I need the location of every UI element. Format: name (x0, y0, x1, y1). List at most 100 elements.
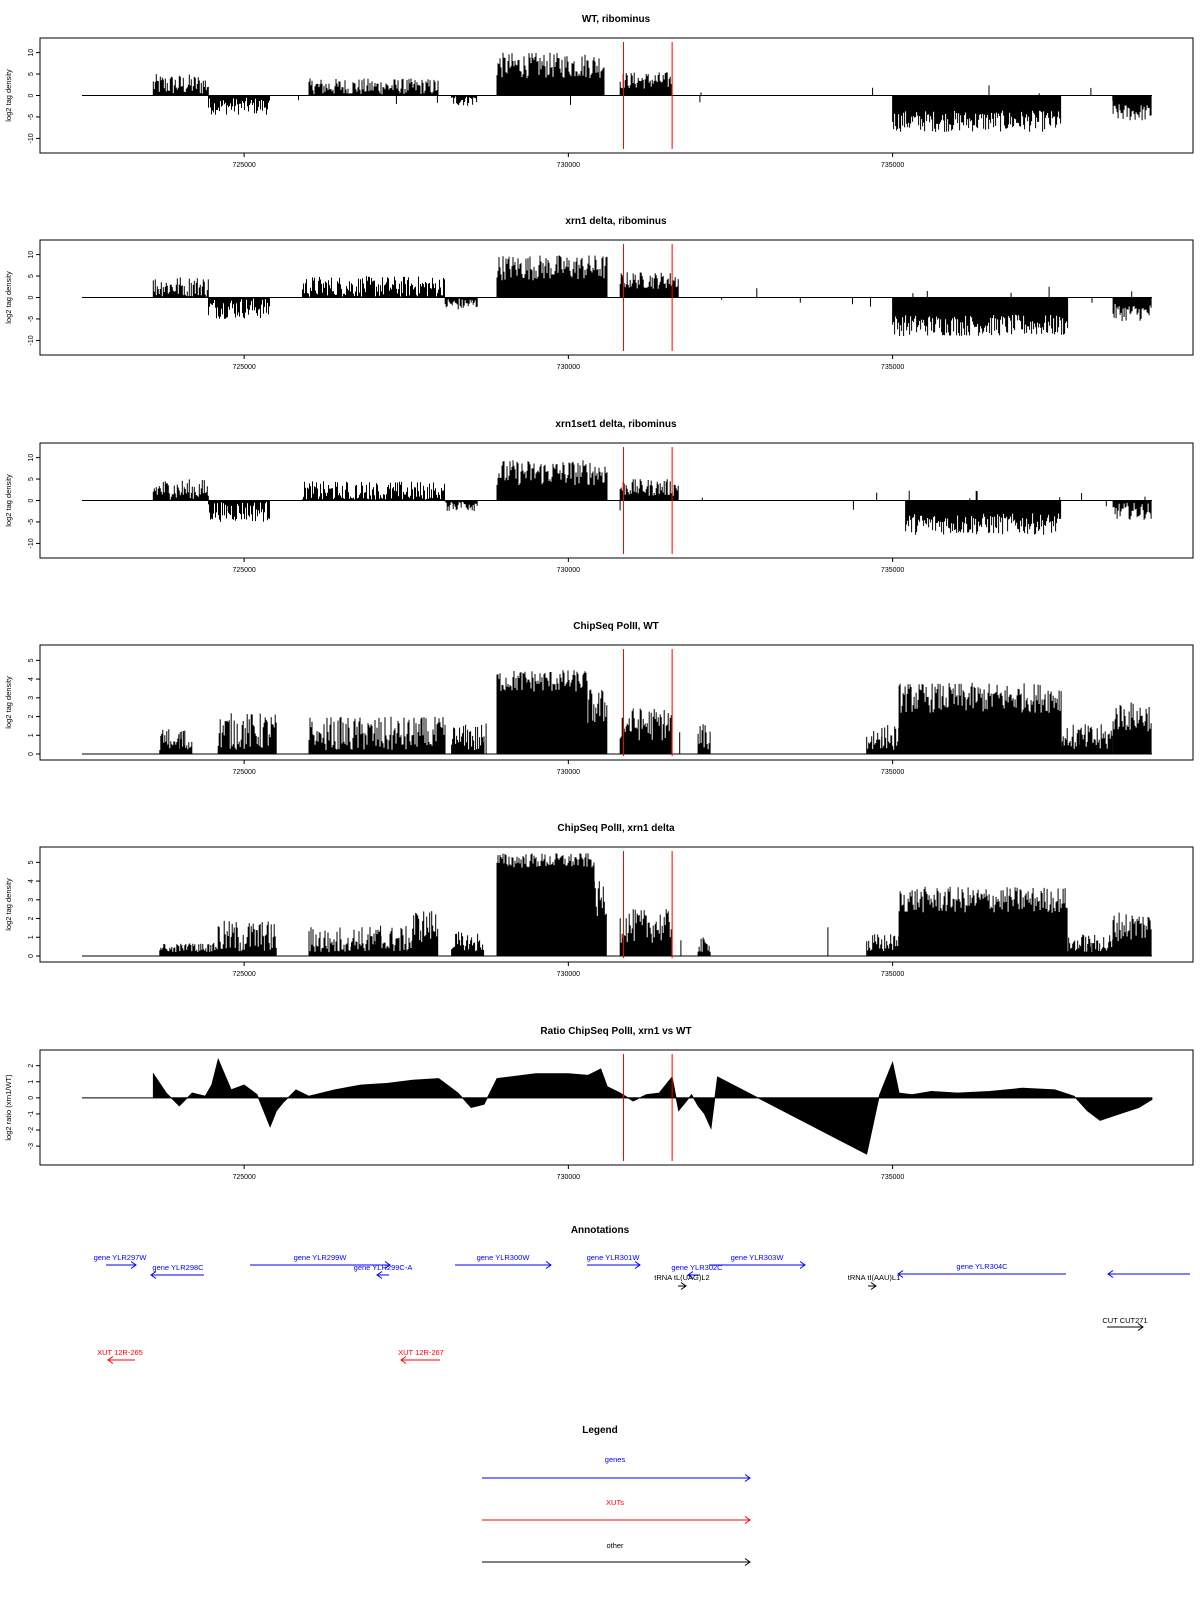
y-tick-label: 5 (28, 72, 35, 76)
ratio-area (152, 1057, 1153, 1155)
annotation-label: XUT 12R-267 (398, 1348, 444, 1357)
annotation-label: gene YLR302C (671, 1263, 723, 1272)
signal-bars (152, 277, 209, 298)
signal-segment (1067, 934, 1114, 956)
annotations-section: Annotations gene YLR297W gene YLR298C ge… (94, 1225, 1190, 1364)
y-tick-label: -10 (28, 335, 35, 345)
signal-segment (308, 926, 413, 956)
annotations-title: Annotations (571, 1225, 630, 1236)
signal-segment (451, 724, 485, 754)
signal-bars (1067, 934, 1114, 956)
sparse-bars (179, 717, 1118, 754)
data-marks (152, 460, 1152, 535)
y-tick-label: 5 (28, 274, 35, 278)
signal-bars (697, 724, 711, 754)
x-tick-label: 730000 (557, 769, 580, 776)
data-marks (159, 670, 1152, 754)
annotation-label: gene YLR298C (152, 1263, 204, 1272)
signal-segment (451, 95, 478, 106)
x-tick-label: 730000 (557, 1174, 580, 1181)
panel-title: xrn1 delta, ribominus (565, 216, 667, 227)
annotation-label: gene YLR300W (477, 1253, 531, 1262)
signal-bars (217, 920, 277, 956)
legend-item-other: other (482, 1541, 751, 1566)
sparse-signal (226, 490, 1146, 512)
signal-segment (302, 276, 445, 298)
y-tick-label: 5 (28, 860, 35, 864)
signal-bars (1112, 297, 1152, 322)
signal-segment (217, 920, 277, 956)
x-tick-label: 735000 (881, 1174, 904, 1181)
y-tick-label: -10 (28, 538, 35, 548)
sparse-bars (262, 921, 1092, 956)
signal-segment (302, 481, 445, 501)
annotation-gene-ylr302c: gene YLR302C (671, 1263, 723, 1279)
x-tick-label: 735000 (881, 364, 904, 371)
signal-segment (496, 670, 588, 754)
y-tick-label: 1 (28, 1080, 35, 1084)
annotation-label: tRNA tI(AAU)L1 (848, 1273, 901, 1282)
y-tick-label: -3 (28, 1143, 35, 1149)
signal-bars (217, 713, 277, 754)
signal-segment (496, 853, 595, 956)
signal-bars (1060, 724, 1113, 754)
data-marks (152, 255, 1152, 336)
signal-bars (892, 297, 1069, 336)
y-axis-label: log2 tag density (4, 271, 13, 324)
x-tick-label: 725000 (232, 162, 255, 169)
signal-bars (898, 886, 1068, 956)
y-tick-label: 4 (28, 879, 35, 883)
signal-segment (898, 886, 1068, 956)
legend-label: XUTs (606, 1498, 624, 1507)
legend-label: other (606, 1541, 624, 1550)
signal-bars (697, 937, 711, 956)
y-tick-label: 0 (28, 498, 35, 502)
x-tick-label: 730000 (557, 971, 580, 978)
signal-segment (1112, 95, 1152, 121)
annotation-cut271: CUT CUT271 (1102, 1316, 1148, 1331)
signal-segment (152, 479, 209, 501)
signal-bars (152, 479, 209, 501)
signal-segment (619, 909, 672, 956)
y-tick-label: 10 (28, 49, 35, 57)
signal-bars (866, 725, 900, 754)
y-tick-label: 3 (28, 696, 35, 700)
signal-segment (697, 724, 711, 754)
signal-segment (866, 934, 900, 956)
panel-title: WT, ribominus (582, 14, 651, 25)
y-tick-label: 10 (28, 454, 35, 462)
signal-segment (619, 272, 679, 298)
signal-bars (1112, 500, 1152, 520)
signal-bars (587, 689, 608, 754)
panel-title: xrn1set1 delta, ribominus (555, 419, 677, 430)
signal-bars (496, 853, 595, 956)
annotation-label: tRNA tL(UAG)L2 (654, 1273, 709, 1282)
annotation-gene-ylr304c: gene YLR304C (897, 1262, 1066, 1278)
panel-title: ChipSeq PolII, xrn1 delta (557, 823, 675, 834)
signal-segment (444, 500, 478, 512)
signal-segment (1112, 297, 1152, 322)
y-tick-label: 2 (28, 916, 35, 920)
legend: Legend genes XUTs other (482, 1425, 751, 1566)
signal-bars (496, 670, 588, 754)
x-tick-label: 735000 (881, 971, 904, 978)
signal-bars (619, 479, 679, 501)
sparse-bars (182, 286, 1133, 307)
signal-segment (593, 881, 607, 956)
annotation-trna-ti-aau-l1: tRNA tI(AAU)L1 (848, 1273, 901, 1290)
annotation-label: gene YLR301W (587, 1253, 641, 1262)
y-axis-label: log2 tag density (4, 474, 13, 527)
x-tick-label: 725000 (232, 1174, 255, 1181)
sparse-bars (298, 85, 1117, 105)
annotation-gene-ylr299c-a: gene YLR299C-A (354, 1263, 413, 1279)
x-tick-label: 725000 (232, 769, 255, 776)
signal-segment (451, 931, 485, 956)
annotation-gene-ylr297w: gene YLR297W (94, 1253, 147, 1269)
panel-1: WT, ribominus log2 tag density 10 5 0 -5 -10 72… (4, 14, 1194, 169)
y-tick-label: -5 (28, 114, 35, 120)
signal-segment (587, 689, 608, 754)
data-marks (152, 52, 1152, 132)
signal-bars (308, 716, 446, 754)
signal-bars (308, 926, 413, 956)
annotation-label: gene YLR299C-A (354, 1263, 413, 1272)
